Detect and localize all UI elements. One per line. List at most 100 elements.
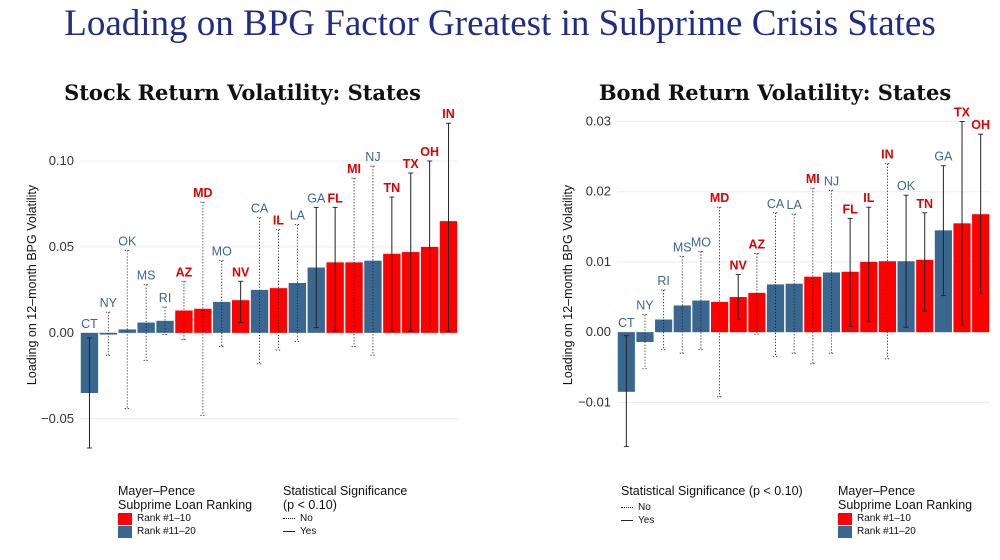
- bar-label-ny: NY: [100, 296, 118, 310]
- legend-item-top10-right: Rank #1–10: [838, 512, 972, 525]
- y-tick-label: −0.01: [578, 394, 611, 409]
- legend-significance-right: Statistical Significance (p < 0.10) No Y…: [621, 484, 803, 527]
- legend-label-11-20-right: Rank #11–20: [857, 526, 916, 537]
- bar-label-ok: OK: [897, 179, 916, 193]
- bar-az: [748, 292, 766, 333]
- legend-label-top10-right: Rank #1–10: [857, 513, 911, 524]
- legend-significance-title-right: Statistical Significance (p < 0.10): [621, 484, 803, 498]
- bar-label-oh: OH: [420, 145, 439, 159]
- bar-ok: [118, 329, 136, 333]
- bar-label-fl: FL: [328, 191, 344, 205]
- bar-label-mi: MI: [806, 172, 820, 186]
- bar-label-ga: GA: [307, 191, 326, 205]
- bar-md: [194, 308, 212, 333]
- legend-ranking-subtitle: Subprime Loan Ranking: [118, 498, 253, 512]
- legend-ranking-left: Mayer–Pence Subprime Loan Ranking Rank #…: [118, 484, 252, 538]
- y-tick-label: 0.02: [586, 184, 611, 199]
- bar-la: [288, 283, 307, 333]
- legend-ranking-title-right: Mayer–Pence: [838, 484, 916, 498]
- legend-swatch-11-20: [118, 525, 132, 538]
- y-tick-label: −0.05: [41, 411, 74, 426]
- legend-item-yes-right: Yes: [621, 514, 803, 527]
- bar-label-ca: CA: [767, 197, 785, 211]
- bar-label-mo: MO: [212, 245, 232, 259]
- legend-significance-left: Statistical Significance (p < 0.10) No Y…: [283, 484, 407, 538]
- legend-significance-subtitle: (p < 0.10): [283, 498, 337, 512]
- bar-nj: [364, 260, 382, 333]
- y-tick-label: 0.00: [49, 325, 74, 340]
- bar-label-mo: MO: [691, 235, 711, 249]
- legend-item-no: No: [283, 512, 407, 525]
- legend-item-11-20: Rank #11–20: [118, 525, 252, 538]
- bar-label-la: LA: [787, 198, 803, 212]
- bar-label-tn: TN: [384, 181, 401, 195]
- bar-label-nj: NJ: [824, 174, 839, 188]
- bar-label-az: AZ: [176, 265, 193, 279]
- legend-dotted-line: [283, 518, 295, 519]
- legend-item-top10: Rank #1–10: [118, 512, 252, 525]
- legend-ranking-right: Mayer–Pence Subprime Loan Ranking Rank #…: [838, 484, 972, 538]
- bar-ny: [636, 332, 654, 342]
- bar-az: [175, 310, 193, 333]
- bar-label-in: IN: [881, 148, 894, 162]
- legend-swatch-11-20-right: [838, 525, 852, 538]
- legend-significance-title: Statistical Significance: [283, 484, 408, 498]
- y-tick-label: 0.01: [586, 254, 611, 269]
- bar-ri: [156, 320, 174, 333]
- bar-label-nv: NV: [730, 259, 748, 273]
- bar-label-ri: RI: [159, 291, 172, 305]
- legend-label-top10: Rank #1–10: [137, 513, 191, 524]
- bar-label-il: IL: [273, 214, 284, 228]
- legend-label-yes: Yes: [300, 526, 317, 537]
- bar-label-la: LA: [290, 209, 306, 223]
- bar-label-ri: RI: [657, 274, 670, 288]
- bar-mi: [345, 262, 363, 333]
- legend-ranking-title: Mayer–Pence: [118, 484, 196, 498]
- legend-label-yes-right: Yes: [638, 515, 655, 526]
- bar-label-il: IL: [863, 191, 874, 205]
- bar-label-ca: CA: [251, 202, 269, 216]
- bar-label-mi: MI: [347, 162, 361, 176]
- bar-ms: [673, 305, 691, 333]
- bar-il: [269, 288, 288, 333]
- bar-label-in: IN: [442, 107, 455, 121]
- y-axis-label: Loading on 12–month BPG Volatility: [25, 184, 39, 385]
- bar-label-ms: MS: [673, 240, 692, 254]
- legend-dotted-line-right: [621, 507, 633, 508]
- bar-label-ga: GA: [934, 150, 953, 164]
- bar-label-tn: TN: [916, 197, 933, 211]
- bar-label-ct: CT: [81, 317, 98, 331]
- legend-item-yes: Yes: [283, 525, 407, 538]
- bar-label-az: AZ: [749, 238, 766, 252]
- legend-label-no-right: No: [638, 502, 651, 513]
- legend-swatch-top10-right: [838, 512, 852, 525]
- legend-label-11-20: Rank #11–20: [137, 526, 196, 537]
- bar-ca: [766, 284, 785, 333]
- y-tick-label: 0.05: [49, 239, 74, 254]
- bar-label-nv: NV: [232, 265, 250, 279]
- legend-solid-line: [283, 531, 295, 532]
- legend-ranking-subtitle-right: Subprime Loan Ranking: [838, 498, 973, 512]
- bar-mo: [213, 301, 231, 333]
- chart-stock: −0.05 0.00 0.05 0.10 Loading on 12–month BPG…: [25, 107, 458, 449]
- legend-item-no-right: No: [621, 501, 803, 514]
- bar-label-ms: MS: [137, 269, 156, 283]
- y-axis-label: Loading on 12–month BPG Volatility: [561, 184, 575, 385]
- bar-label-tx: TX: [403, 157, 420, 171]
- y-tick-label: 0.10: [49, 153, 74, 168]
- bar-label-nj: NJ: [365, 150, 380, 164]
- bar-label-md: MD: [193, 186, 212, 200]
- bar-label-md: MD: [710, 191, 729, 205]
- y-tick-label: 0.00: [586, 324, 611, 339]
- bar-label-fl: FL: [842, 202, 858, 216]
- chart-title-stock: Stock Return Volatility: States: [64, 80, 421, 105]
- bar-label-ny: NY: [636, 299, 654, 313]
- legend-item-11-20-right: Rank #11–20: [838, 525, 972, 538]
- bar-label-ok: OK: [118, 234, 137, 248]
- bar-mi: [804, 276, 822, 333]
- legend-swatch-top10: [118, 512, 132, 525]
- slide-title: Loading on BPG Factor Greatest in Subpri…: [64, 3, 936, 44]
- chart-bond: −0.01 0.00 0.01 0.02 0.03 Loading on 12–month…: [561, 106, 990, 448]
- bar-mo: [692, 300, 710, 333]
- bar-label-tx: TX: [954, 106, 971, 120]
